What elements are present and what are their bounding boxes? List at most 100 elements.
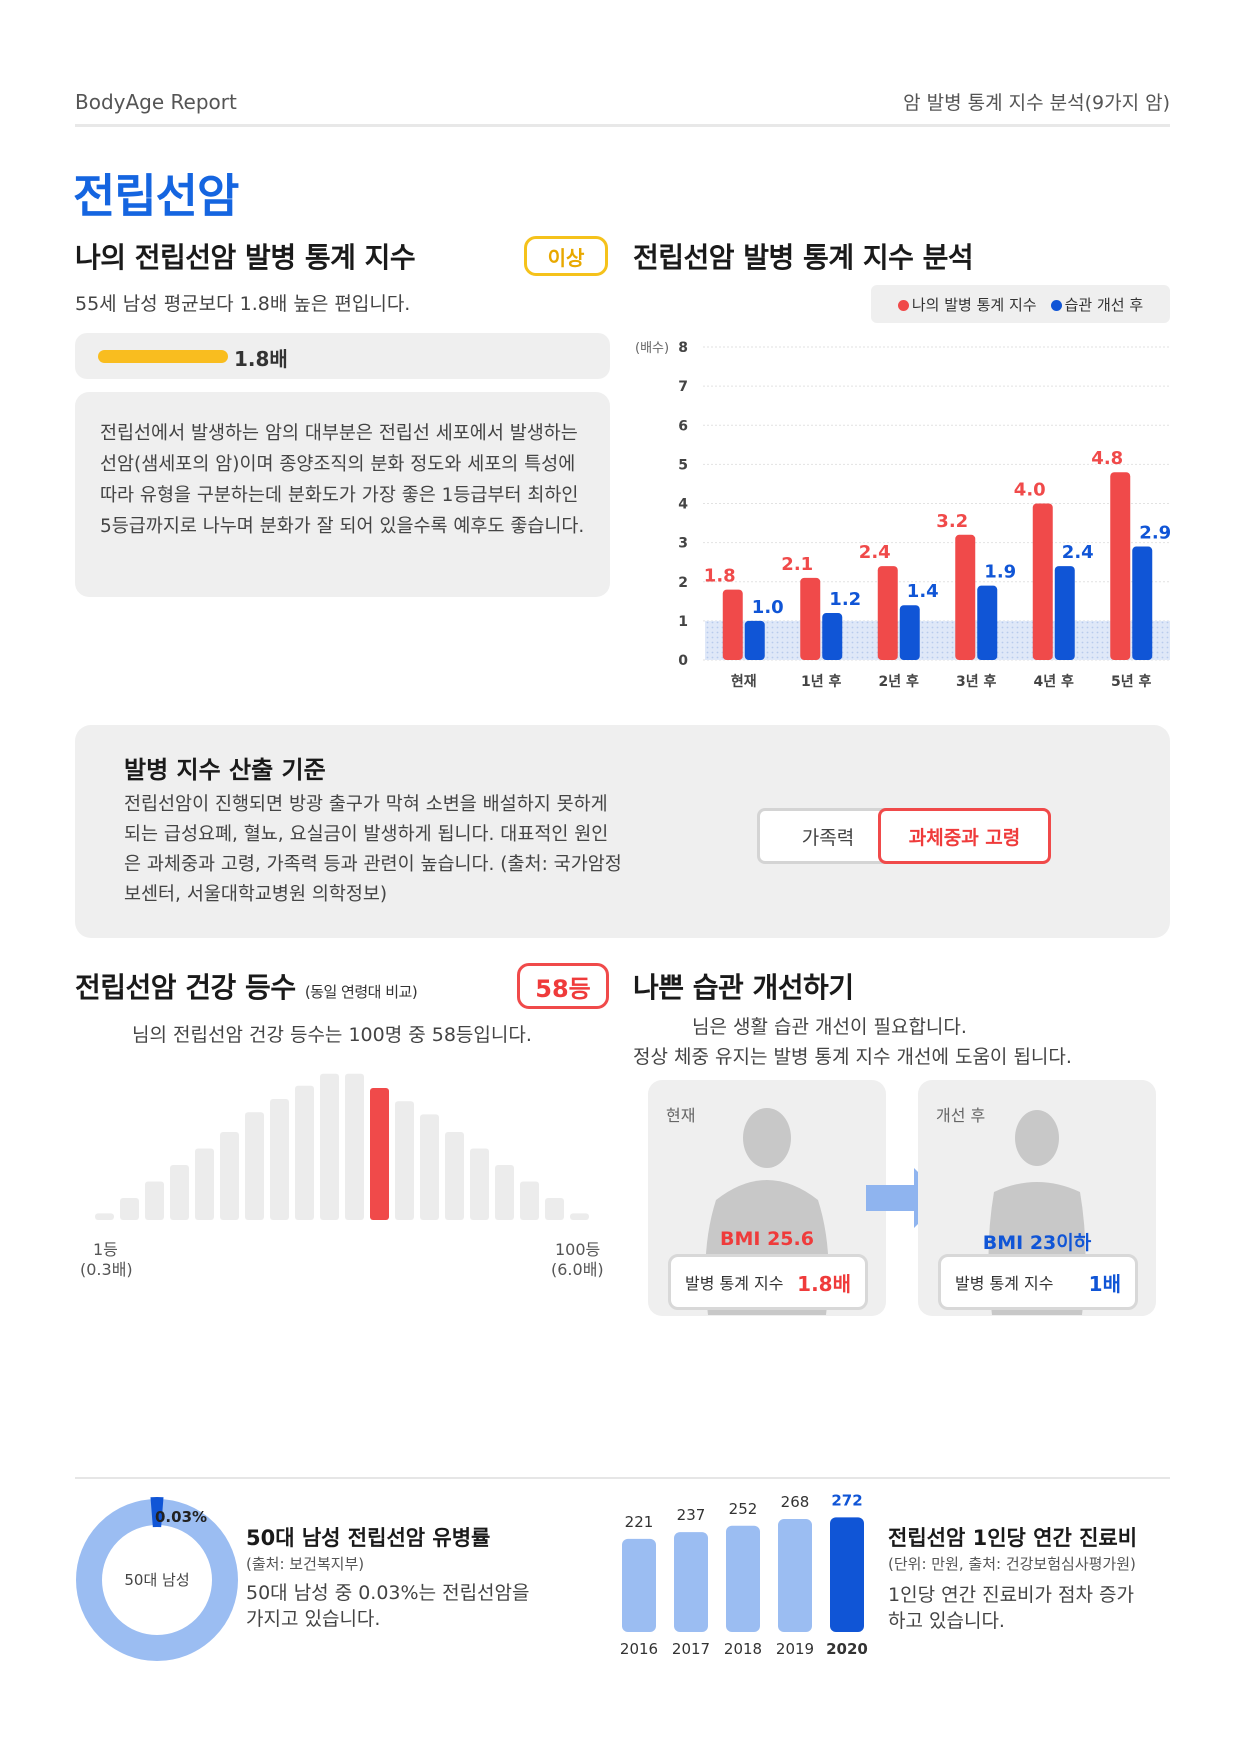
rank-bar	[120, 1198, 139, 1220]
criteria-title: 발병 지수 산출 기준	[124, 756, 326, 784]
y-tick-label: 4	[678, 497, 688, 513]
bar-value-label: 3.2	[936, 511, 968, 532]
current-pill-label: 발병 통계 지수	[685, 1274, 784, 1293]
rank-bar	[145, 1181, 164, 1220]
y-tick-label: 6	[678, 418, 688, 434]
cost-bar	[726, 1525, 760, 1632]
my-index-subtitle: 55세 남성 평균보다 1.8배 높은 편입니다.	[75, 293, 411, 315]
rank-bar	[270, 1099, 289, 1220]
y-tick-label: 7	[678, 379, 688, 395]
rank-bar	[520, 1181, 539, 1220]
rank-bar	[570, 1213, 589, 1220]
habit-line-1: 님은 생활 습관 개선이 필요합니다.	[692, 1016, 967, 1038]
prevalence-donut-chart: 50대 남성	[76, 1497, 238, 1661]
rank-distribution-chart	[95, 1073, 589, 1220]
bar-value-label: 4.8	[1091, 448, 1123, 469]
rank-bar	[220, 1132, 239, 1220]
rank-bar	[170, 1165, 189, 1220]
cost-bar-chart: 221 2016 237 2017 252 2018 268 2019 272 2020	[620, 1491, 868, 1658]
cost-text-2: 하고 있습니다.	[888, 1610, 1005, 1632]
cost-value-label: 237	[677, 1506, 706, 1524]
cost-year-label: 2018	[724, 1640, 762, 1658]
grade-subtitle: 님의 전립선암 건강 등수는 100명 중 58등입니다.	[132, 1024, 532, 1046]
legend-label-habit: 습관 개선 후	[1064, 295, 1144, 314]
bar-value-label: 1.9	[984, 562, 1016, 583]
cost-bar	[674, 1532, 708, 1632]
donut-value-label: 0.03%	[155, 1508, 208, 1526]
cost-year-label: 2019	[776, 1640, 814, 1658]
bar-value-label: 1.2	[829, 589, 861, 610]
bar-value-label: 4.0	[1014, 480, 1046, 501]
chart-legend: 나의 발병 통계 지수 습관 개선 후	[871, 285, 1170, 323]
current-pill-value: 1.8배	[797, 1271, 851, 1296]
y-tick-label: 1	[678, 614, 688, 630]
x-tick-label: 3년 후	[956, 674, 996, 690]
bar-habit	[977, 585, 998, 660]
rank-bar-current	[370, 1088, 389, 1220]
index-bar-fill	[98, 350, 228, 363]
blue-dot-icon	[1050, 299, 1062, 311]
cost-value-label: 268	[781, 1493, 810, 1511]
my-index-heading: 나의 전립선암 발병 통계 지수	[75, 241, 416, 274]
rank-bar	[495, 1165, 514, 1220]
habit-heading: 나쁜 습관 개선하기	[633, 971, 854, 1004]
bar-mine	[1032, 503, 1053, 660]
bar-habit	[1132, 546, 1153, 660]
header-divider	[75, 124, 1170, 127]
index-bar-label: 1.8배	[234, 347, 288, 371]
y-tick-label: 8	[678, 340, 688, 356]
bar-value-label: 2.4	[1062, 542, 1094, 563]
criteria-text: 전립선암이 진행되면 방광 출구가 막혀 소변을 배설하지 못하게 되는 급성요…	[124, 794, 622, 905]
status-badge: 이상	[524, 236, 608, 276]
bar-mine	[800, 577, 821, 660]
current-body-card: 현재 BMI 25.6 발병 통계 지수 1.8배	[648, 1080, 886, 1316]
bar-value-label: 1.4	[907, 581, 939, 602]
rank-bar	[445, 1132, 464, 1220]
bar-value-label: 2.4	[859, 542, 891, 563]
y-tick-label: 5	[678, 457, 688, 473]
current-bmi: BMI 25.6	[720, 1228, 814, 1250]
prevalence-text-2: 가지고 있습니다.	[246, 1608, 381, 1630]
y-tick-label: 3	[678, 536, 688, 552]
bottom-divider	[75, 1477, 1170, 1479]
rank-bar	[395, 1101, 414, 1220]
reference-band	[705, 620, 1170, 660]
cost-bar	[830, 1517, 864, 1632]
weight-age-chip: 과체중과 고령	[878, 808, 1051, 864]
rank-right-sub: (6.0배)	[551, 1260, 604, 1279]
rank-bar	[545, 1198, 564, 1220]
x-tick-label: 현재	[731, 674, 757, 690]
bar-habit	[822, 613, 843, 660]
y-tick-label: 0	[678, 653, 688, 669]
x-tick-label: 5년 후	[1111, 674, 1151, 690]
legend-item-mine: 나의 발병 통계 지수	[897, 294, 1037, 315]
legend-item-habit: 습관 개선 후	[1050, 294, 1144, 315]
cost-year-label: 2020	[826, 1640, 868, 1658]
rank-bar	[320, 1073, 339, 1220]
y-tick-label: 2	[678, 575, 688, 591]
bar-mine	[877, 566, 898, 660]
description-card	[75, 392, 610, 597]
x-tick-label: 4년 후	[1034, 674, 1074, 690]
rank-left-sub: (0.3배)	[80, 1260, 133, 1279]
cost-value-label: 221	[625, 1513, 654, 1531]
page-title: 전립선암	[73, 169, 239, 223]
cost-value-label: 272	[831, 1491, 862, 1509]
description-text: 전립선에서 발생하는 암의 대부분은 전립선 세포에서 발생하는 선암(샘세포의…	[100, 423, 585, 537]
current-tag: 현재	[666, 1106, 696, 1125]
improved-pill-label: 발병 통계 지수	[955, 1274, 1054, 1293]
prevalence-title: 50대 남성 전립선암 유병률	[246, 1526, 491, 1550]
section-title: 암 발병 통계 지수 분석(9가지 암)	[903, 92, 1170, 114]
analysis-heading: 전립선암 발병 통계 지수 분석	[633, 241, 974, 274]
cost-value-label: 252	[729, 1500, 758, 1518]
improved-index-pill: 발병 통계 지수 1배	[938, 1254, 1138, 1310]
improved-bmi: BMI 23이하	[982, 1232, 1092, 1254]
bar-mine	[722, 589, 743, 660]
rank-bar	[295, 1085, 314, 1220]
cost-bar	[622, 1538, 656, 1632]
cost-text-1: 1인당 연간 진료비가 점차 증가	[888, 1584, 1135, 1606]
rank-badge: 58등	[517, 963, 609, 1009]
prevalence-source: (출처: 보건복지부)	[246, 1555, 365, 1573]
x-tick-label: 1년 후	[801, 674, 841, 690]
rank-left-label: 1등	[93, 1240, 118, 1259]
